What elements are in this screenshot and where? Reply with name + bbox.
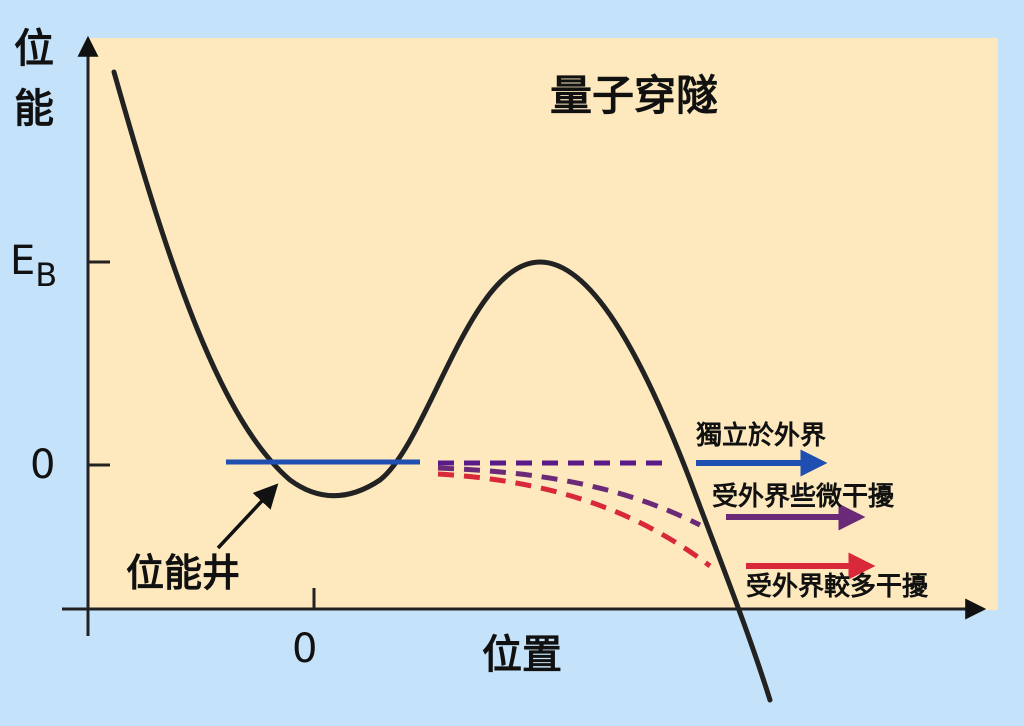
potential-curve bbox=[111, 69, 773, 703]
x-tick-label-zero: 0 bbox=[292, 626, 317, 672]
legend-label-strong: 受外界較多干擾 bbox=[746, 571, 929, 602]
y-axis-label-1: 位 bbox=[14, 25, 54, 72]
y-tick-label-eb: EB bbox=[10, 238, 57, 294]
x-axis-label: 位置 bbox=[482, 631, 562, 678]
legend-label-slight: 受外界些微干擾 bbox=[712, 481, 895, 512]
legend-label-isolated: 獨立於外界 bbox=[695, 420, 826, 451]
diagram-title: 量子穿隧 bbox=[550, 71, 718, 120]
well-label: 位能井 bbox=[126, 550, 240, 595]
dashed-path-slight-disturbance bbox=[437, 465, 702, 528]
plot-area bbox=[88, 38, 998, 610]
dashed-path-strong-disturbance bbox=[437, 471, 712, 568]
y-axis-label-2: 能 bbox=[14, 85, 54, 132]
y-tick-label-zero: 0 bbox=[30, 442, 55, 488]
well-pointer-arrow bbox=[216, 483, 279, 550]
